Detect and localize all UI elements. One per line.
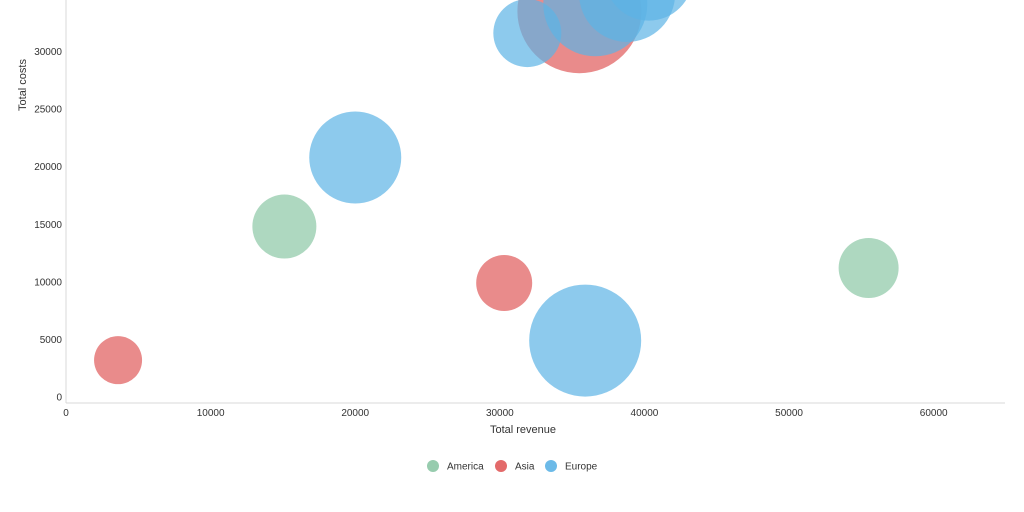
x-tick-label: 20000	[341, 408, 369, 419]
legend-label-europe: Europe	[565, 462, 598, 473]
y-tick-label: 0	[56, 393, 62, 404]
y-tick-label: 5000	[40, 335, 63, 346]
legend-swatch-america	[427, 460, 439, 472]
x-tick-labels: 0 10000 20000 30000 40000 50000 60000	[63, 408, 948, 419]
bubble-america[interactable]	[252, 194, 317, 259]
bubble-europe[interactable]	[493, 0, 562, 68]
bubble-europe[interactable]	[309, 111, 402, 204]
y-tick-labels: 0 5000 10000 15000 20000 25000 30000	[34, 47, 62, 404]
x-tick-label: 10000	[197, 408, 225, 419]
y-axis-title: Total costs	[17, 59, 29, 111]
x-tick-label: 40000	[631, 408, 659, 419]
legend-label-america: America	[447, 462, 484, 473]
x-tick-label: 50000	[775, 408, 803, 419]
bubble-asia[interactable]	[476, 254, 533, 311]
y-tick-label: 10000	[34, 277, 62, 288]
legend-label-asia: Asia	[515, 462, 535, 473]
bubble-europe[interactable]	[529, 284, 642, 397]
bubble-europe[interactable]	[605, 0, 693, 21]
bubble-asia[interactable]	[94, 336, 143, 385]
x-axis-title: Total revenue	[490, 424, 556, 436]
x-tick-label: 30000	[486, 408, 514, 419]
y-tick-label: 15000	[34, 220, 62, 231]
axes	[65, 0, 1005, 404]
y-tick-label: 20000	[34, 162, 62, 173]
bubbles	[94, 0, 899, 397]
legend-swatch-europe	[545, 460, 557, 472]
y-tick-label: 25000	[34, 105, 62, 116]
y-tick-label: 30000	[34, 47, 62, 58]
x-tick-label: 0	[63, 408, 69, 419]
legend-swatch-asia	[495, 460, 507, 472]
bubble-america[interactable]	[838, 238, 899, 299]
legend: America Asia Europe	[427, 460, 598, 473]
x-tick-label: 60000	[920, 408, 948, 419]
